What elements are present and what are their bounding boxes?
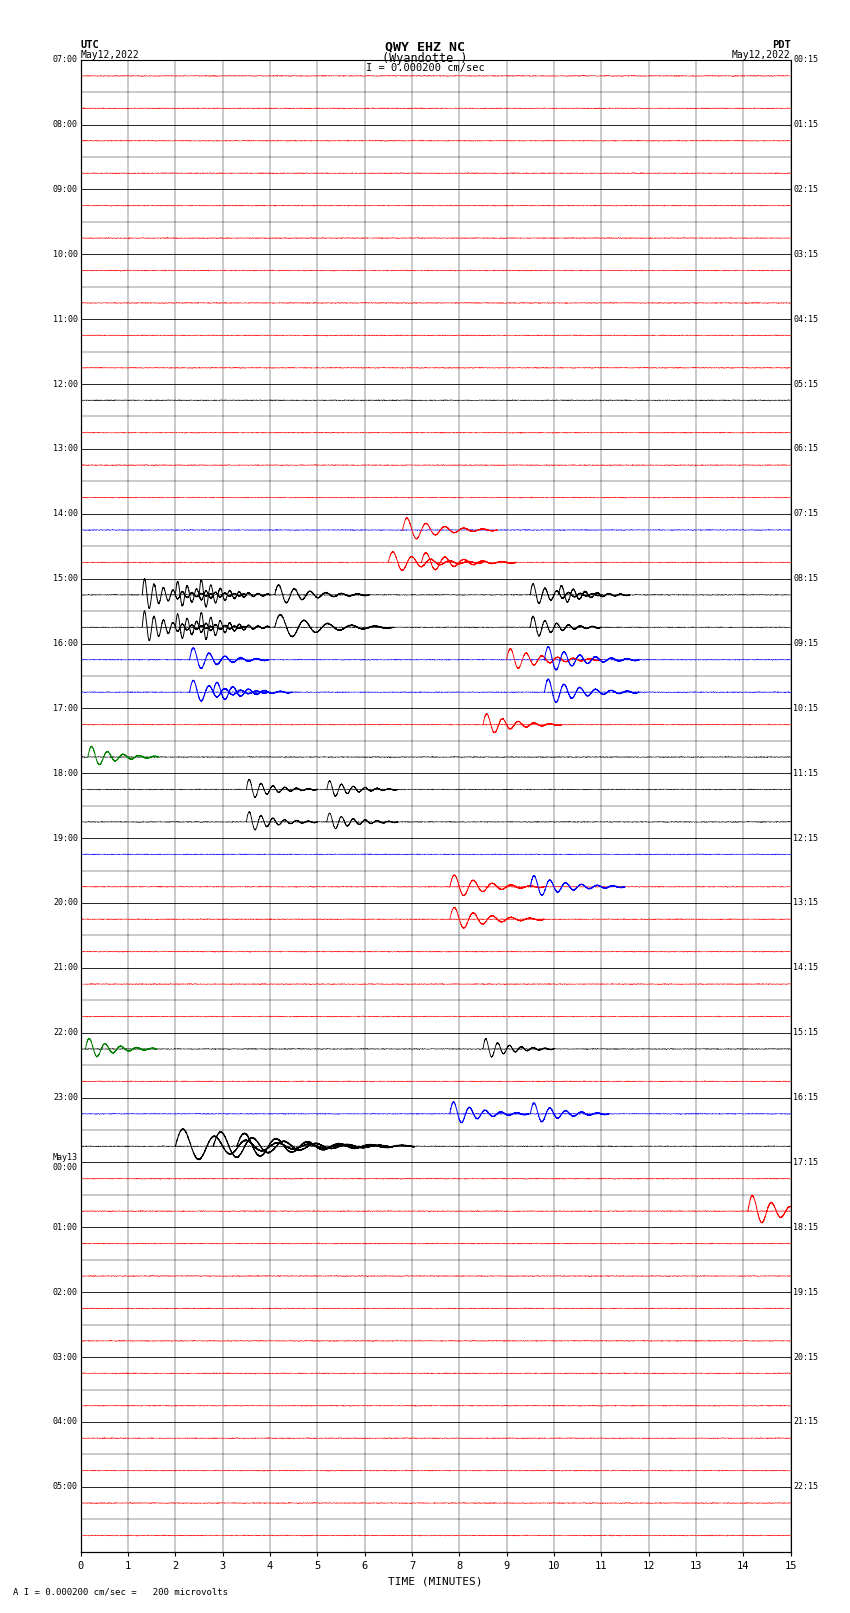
X-axis label: TIME (MINUTES): TIME (MINUTES) [388, 1576, 483, 1586]
Text: UTC: UTC [81, 40, 99, 50]
Text: PDT: PDT [772, 40, 791, 50]
Text: May12,2022: May12,2022 [732, 50, 791, 60]
Text: A I = 0.000200 cm/sec =   200 microvolts: A I = 0.000200 cm/sec = 200 microvolts [13, 1587, 228, 1597]
Text: May12,2022: May12,2022 [81, 50, 139, 60]
Text: I = 0.000200 cm/sec: I = 0.000200 cm/sec [366, 63, 484, 73]
Text: (Wyandotte ): (Wyandotte ) [382, 52, 468, 65]
Text: QWY EHZ NC: QWY EHZ NC [385, 40, 465, 53]
